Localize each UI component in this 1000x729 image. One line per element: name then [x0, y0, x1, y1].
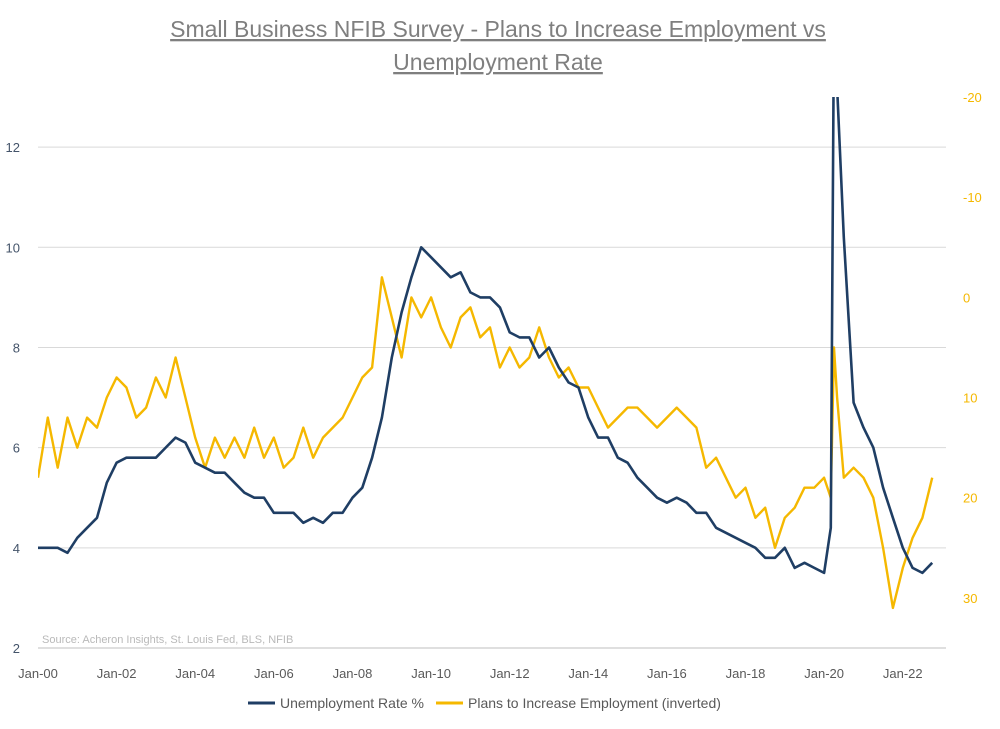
- left-tick-label: 12: [6, 140, 20, 155]
- source-note: Source: Acheron Insights, St. Louis Fed,…: [42, 634, 293, 646]
- x-tick-label: Jan-12: [490, 666, 530, 681]
- right-tick-label: 0: [963, 290, 970, 305]
- x-tick-label: Jan-16: [647, 666, 687, 681]
- left-tick-label: 10: [6, 240, 20, 255]
- left-tick-label: 6: [13, 441, 20, 456]
- unemployment-rate-line: [38, 97, 934, 575]
- left-tick-label: 2: [13, 641, 20, 656]
- x-axis: Jan-00 Jan-02 Jan-04 Jan-06 Jan-08 Jan-10 Jan-…: [18, 666, 923, 681]
- right-tick-label: 30: [963, 591, 977, 606]
- left-tick-label: 4: [13, 541, 20, 556]
- chart-title-line-1: Small Business NFIB Survey - Plans to In…: [170, 16, 826, 42]
- legend-label-plans: Plans to Increase Employment (inverted): [468, 695, 721, 711]
- right-tick-label: -10: [963, 190, 982, 205]
- x-tick-label: Jan-08: [333, 666, 373, 681]
- left-tick-label: 8: [13, 340, 20, 355]
- x-tick-label: Jan-02: [97, 666, 137, 681]
- x-tick-label: Jan-10: [411, 666, 451, 681]
- chart-title-line-2: Unemployment Rate: [393, 49, 603, 75]
- right-tick-label: 20: [963, 491, 977, 506]
- x-tick-label: Jan-04: [175, 666, 215, 681]
- legend: Unemployment Rate % Plans to Increase Em…: [248, 695, 721, 711]
- right-tick-label: -20: [963, 90, 982, 105]
- right-tick-label: 10: [963, 391, 977, 406]
- left-axis: 2 4 6 8 10 12: [6, 140, 20, 656]
- x-tick-label: Jan-22: [883, 666, 923, 681]
- x-tick-label: Jan-20: [804, 666, 844, 681]
- legend-label-unemployment: Unemployment Rate %: [280, 695, 424, 711]
- x-tick-label: Jan-14: [568, 666, 608, 681]
- x-tick-label: Jan-18: [726, 666, 766, 681]
- gridlines: [38, 146, 946, 549]
- plans-to-increase-employment-line: [38, 276, 934, 610]
- right-axis: -20 -10 0 10 20 30: [963, 90, 982, 606]
- x-tick-label: Jan-06: [254, 666, 294, 681]
- x-tick-label: Jan-00: [18, 666, 58, 681]
